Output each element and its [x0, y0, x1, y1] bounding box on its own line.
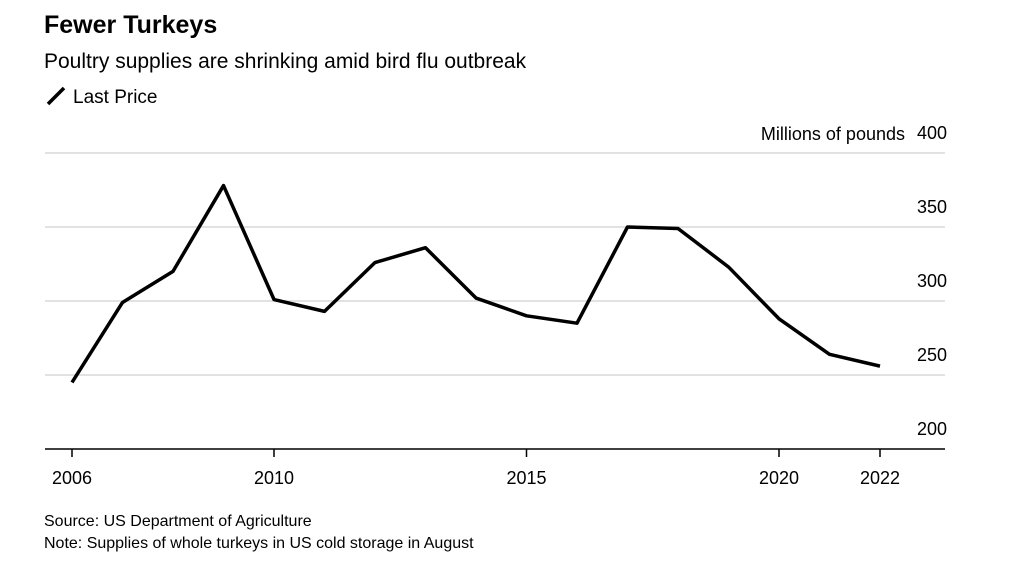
y-tick-label: 350 [917, 197, 947, 217]
legend-label: Last Price [73, 87, 157, 108]
x-tick-label: 2015 [506, 468, 546, 488]
line [70, 183, 881, 384]
y-tick-label: 400 [917, 123, 947, 143]
y-tick-label: 200 [917, 419, 947, 439]
note: Note: Supplies of whole turkeys in US co… [44, 535, 474, 552]
chart-title: Fewer Turkeys [44, 11, 217, 39]
chart-subtitle: Poultry supplies are shrinking amid bird… [44, 50, 527, 73]
y-axis-label: Millions of pounds [761, 124, 905, 144]
legend-swatch [46, 86, 66, 106]
x-tick-label: 2010 [254, 468, 294, 488]
y-tick-label: 250 [917, 345, 947, 365]
x-tick-label: 2020 [759, 468, 799, 488]
source: Source: US Department of Agriculture [44, 513, 312, 530]
x-tick-label: 2022 [860, 468, 900, 488]
x-tick-label: 2006 [52, 468, 92, 488]
y-tick-label: 300 [917, 271, 947, 291]
